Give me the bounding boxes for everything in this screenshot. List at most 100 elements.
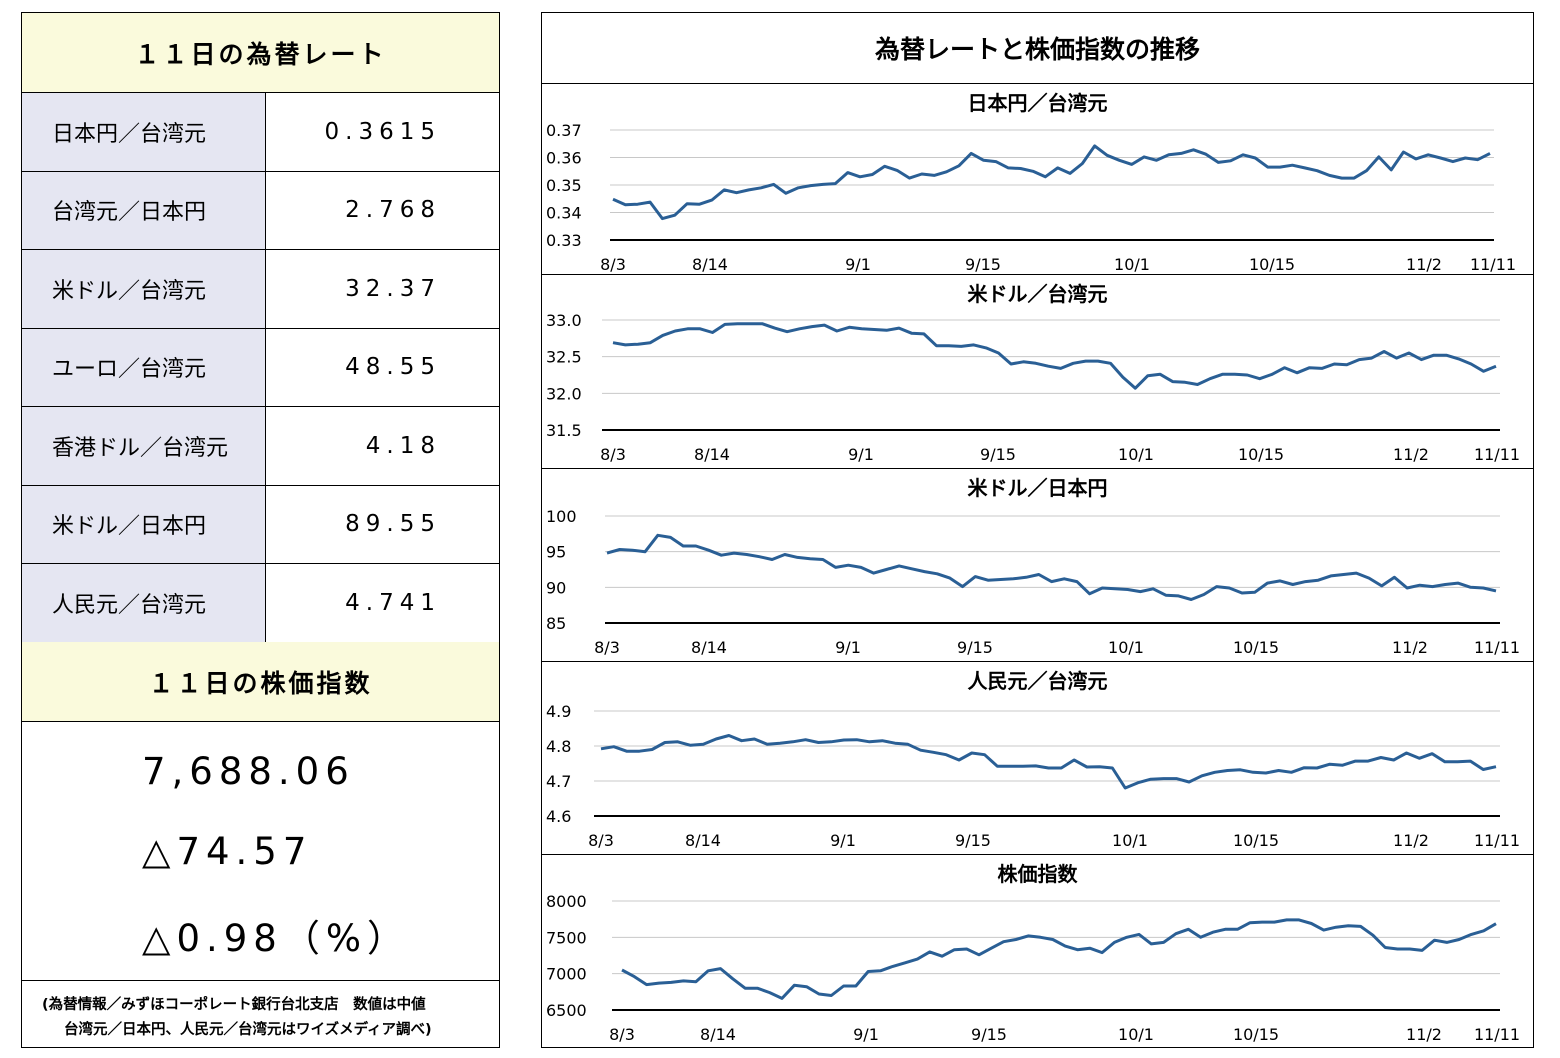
chart-title: 日本円／台湾元 xyxy=(968,91,1108,115)
chart-title: 米ドル／日本円 xyxy=(968,476,1108,500)
chart-stock-index: 株価指数 8000 7500 7000 6500 8/3 8/14 9/1 9/15 10/1 10… xyxy=(542,855,1533,1047)
chart-title: 株価指数 xyxy=(998,862,1079,886)
chart-svg: 米ドル／日本円 100 95 90 85 8/3 8/14 9/1 9/15 10/1 10/15 1… xyxy=(546,476,1520,657)
x-tick-label: 9/1 xyxy=(845,255,871,274)
stock-index-change-percent: △0.98（%） xyxy=(142,917,410,960)
x-tick-label: 10/1 xyxy=(1114,255,1150,274)
chart-cny-twd: 人民元／台湾元 4.9 4.8 4.7 4.6 8/3 8/14 9/1 9/15 10/1 10/… xyxy=(542,662,1533,855)
x-tick-label: 8/14 xyxy=(685,831,721,850)
fx-row: 香港ドル／台湾元 4.18 xyxy=(22,407,499,486)
fx-label: 日本円／台湾元 xyxy=(22,93,266,171)
fx-value: 48.55 xyxy=(345,354,441,381)
series-line xyxy=(612,144,1491,221)
fx-label: 香港ドル／台湾元 xyxy=(22,407,266,485)
chart-svg: 米ドル／台湾元 33.0 32.5 32.0 31.5 8/3 8/14 9/1 9/15 10/… xyxy=(546,282,1520,464)
x-tick-label: 10/1 xyxy=(1118,1025,1154,1044)
x-tick-label: 11/2 xyxy=(1393,831,1429,850)
x-tick-label: 11/2 xyxy=(1406,255,1442,274)
x-tick-label: 8/3 xyxy=(600,445,626,464)
fx-label: 米ドル／日本円 xyxy=(22,485,266,563)
x-tick-label: 8/14 xyxy=(692,255,728,274)
chart-title: 米ドル／台湾元 xyxy=(968,282,1108,306)
fx-rate-title: １１日の為替レート xyxy=(22,13,499,93)
y-tick-label: 7000 xyxy=(546,965,587,984)
stock-index-title: １１日の株価指数 xyxy=(22,642,499,722)
y-tick-label: 4.8 xyxy=(546,737,571,756)
x-tick-label: 11/2 xyxy=(1393,445,1429,464)
series-line xyxy=(621,918,1497,1000)
chart-jpy-twd: 日本円／台湾元 0.37 0.36 0.35 0.34 0.33 8/3 8/14 9/1 9/1… xyxy=(542,84,1533,275)
series-line xyxy=(600,734,1497,790)
y-tick-label: 6500 xyxy=(546,1001,587,1020)
y-tick-label: 0.37 xyxy=(546,121,582,140)
x-tick-label: 8/14 xyxy=(700,1025,736,1044)
y-tick-label: 7500 xyxy=(546,928,587,947)
chart-title: 人民元／台湾元 xyxy=(968,669,1108,693)
fx-value: 4.741 xyxy=(345,589,441,616)
fx-label: 米ドル／台湾元 xyxy=(22,250,266,328)
y-tick-label: 4.6 xyxy=(546,807,571,826)
x-tick-label: 9/1 xyxy=(848,445,874,464)
fx-row: 米ドル／台湾元 32.37 xyxy=(22,250,499,329)
fx-label: 人民元／台湾元 xyxy=(22,564,266,642)
stock-index-change: △74.57 xyxy=(142,830,313,873)
x-tick-label: 8/3 xyxy=(588,831,614,850)
chart-svg: 日本円／台湾元 0.37 0.36 0.35 0.34 0.33 8/3 8/14 9/1 9/1… xyxy=(546,91,1516,274)
x-tick-label: 11/2 xyxy=(1392,638,1428,657)
x-tick-label: 8/14 xyxy=(694,445,730,464)
chart-usd-twd: 米ドル／台湾元 33.0 32.5 32.0 31.5 8/3 8/14 9/1 9/15 10/… xyxy=(542,275,1533,469)
x-tick-label: 9/1 xyxy=(835,638,861,657)
chart-svg: 人民元／台湾元 4.9 4.8 4.7 4.6 8/3 8/14 9/1 9/15 10/1 10/… xyxy=(546,669,1520,850)
fx-row: 台湾元／日本円 2.768 xyxy=(22,171,499,250)
fx-row: 米ドル／日本円 89.55 xyxy=(22,485,499,564)
x-tick-label: 10/15 xyxy=(1238,445,1284,464)
x-tick-label: 10/15 xyxy=(1233,1025,1279,1044)
y-tick-label: 33.0 xyxy=(546,311,582,330)
chart-usd-jpy: 米ドル／日本円 100 95 90 85 8/3 8/14 9/1 9/15 10/1 10/15 1… xyxy=(542,469,1533,662)
fx-row: 日本円／台湾元 0.3615 xyxy=(22,93,499,172)
series-line xyxy=(606,533,1497,601)
y-tick-label: 0.33 xyxy=(546,231,582,250)
x-tick-label: 9/1 xyxy=(830,831,856,850)
fx-row: ユーロ／台湾元 48.55 xyxy=(22,328,499,407)
right-panel: 為替レートと株価指数の推移 日本円／台湾元 0.37 0.36 0.35 0.34 0.3… xyxy=(541,12,1534,1048)
y-tick-label: 100 xyxy=(546,507,577,526)
stock-index-value: 7,688.06 xyxy=(142,750,355,793)
source-note: (為替情報／みずほコーポレート銀行台北支店 数値は中値 台湾元／日本円、人民元／… xyxy=(22,981,499,1047)
y-tick-label: 0.36 xyxy=(546,149,582,168)
y-tick-label: 95 xyxy=(546,543,566,562)
y-tick-label: 90 xyxy=(546,578,566,597)
x-tick-label: 10/15 xyxy=(1233,638,1279,657)
x-tick-label: 9/15 xyxy=(980,445,1016,464)
left-panel: １１日の為替レート 日本円／台湾元 0.3615 台湾元／日本円 2.768 米… xyxy=(21,12,500,1048)
x-tick-label: 10/1 xyxy=(1112,831,1148,850)
x-tick-label: 9/1 xyxy=(853,1025,879,1044)
chart-svg: 株価指数 8000 7500 7000 6500 8/3 8/14 9/1 9/15 10/1 10… xyxy=(546,862,1520,1044)
y-tick-label: 4.7 xyxy=(546,772,571,791)
y-tick-label: 32.5 xyxy=(546,348,582,367)
fx-value: 4.18 xyxy=(365,432,441,459)
y-tick-label: 0.34 xyxy=(546,204,582,223)
x-tick-label: 8/14 xyxy=(691,638,727,657)
source-note-line2: 台湾元／日本円、人民元／台湾元はワイズメディア調べ) xyxy=(64,1022,432,1038)
x-tick-label: 11/11 xyxy=(1474,638,1520,657)
y-tick-label: 32.0 xyxy=(546,384,582,403)
fx-value: 0.3615 xyxy=(324,118,441,145)
fx-value: 89.55 xyxy=(345,511,441,538)
y-tick-label: 8000 xyxy=(546,892,587,911)
y-tick-label: 0.35 xyxy=(546,176,582,195)
fx-label: ユーロ／台湾元 xyxy=(22,328,266,406)
x-tick-label: 11/11 xyxy=(1470,255,1516,274)
x-tick-label: 10/15 xyxy=(1249,255,1295,274)
x-tick-label: 10/15 xyxy=(1233,831,1279,850)
y-tick-label: 31.5 xyxy=(546,421,582,440)
stock-index-values: 7,688.06 △74.57 △0.98（%） xyxy=(22,722,499,981)
x-tick-label: 9/15 xyxy=(955,831,991,850)
fx-value: 32.37 xyxy=(345,275,441,302)
series-line xyxy=(612,322,1497,390)
x-tick-label: 9/15 xyxy=(965,255,1001,274)
source-note-line1: (為替情報／みずほコーポレート銀行台北支店 数値は中値 xyxy=(42,997,426,1013)
x-tick-label: 11/2 xyxy=(1406,1025,1442,1044)
x-tick-label: 8/3 xyxy=(600,255,626,274)
charts-title: 為替レートと株価指数の推移 xyxy=(542,13,1533,84)
